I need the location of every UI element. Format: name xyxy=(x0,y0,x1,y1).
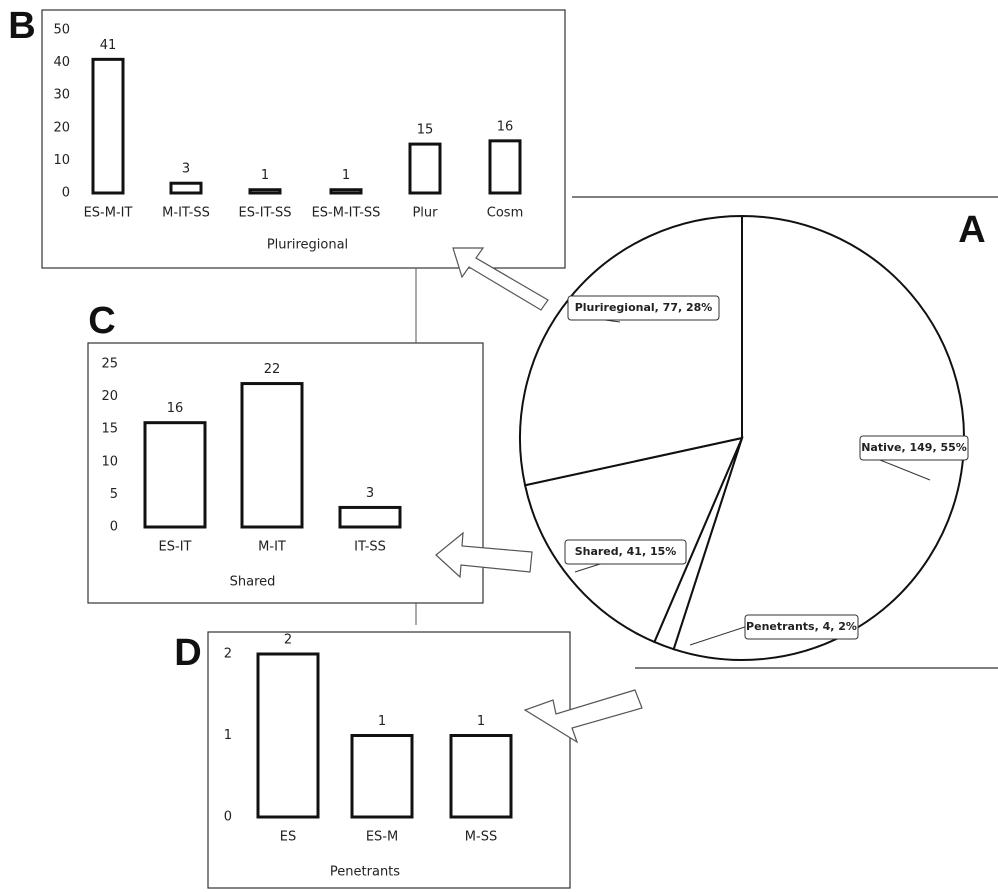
data-label: 1 xyxy=(261,168,269,183)
y-tick-label: 2 xyxy=(224,647,232,662)
bar xyxy=(91,57,125,195)
arrow xyxy=(435,531,533,579)
y-tick-label: 10 xyxy=(53,153,70,168)
x-tick-label: ES-IT-SS xyxy=(239,206,292,221)
x-axis-label: Shared xyxy=(230,575,276,590)
bar xyxy=(408,142,442,195)
x-axis-label: Penetrants xyxy=(330,865,400,880)
bar xyxy=(350,734,414,819)
x-tick-label: ES-M xyxy=(366,830,398,845)
panel-frame xyxy=(207,631,571,889)
data-label: 3 xyxy=(366,486,374,501)
bar xyxy=(256,652,320,819)
callout-box xyxy=(567,295,720,321)
y-tick-label: 40 xyxy=(53,55,70,70)
callout-pointer xyxy=(574,563,601,573)
bar xyxy=(338,505,402,529)
arrows xyxy=(435,247,643,744)
panel-frame xyxy=(41,9,566,269)
arrow xyxy=(523,689,643,744)
data-label: Penetrants, 4, 2% xyxy=(746,620,857,633)
y-tick-label: 30 xyxy=(53,88,70,103)
callout-box xyxy=(859,435,969,461)
data-label: 1 xyxy=(477,714,485,729)
data-label: Pluriregional, 77, 28% xyxy=(575,301,713,314)
y-tick-label: 0 xyxy=(224,810,232,825)
bar xyxy=(488,139,522,195)
arrow xyxy=(452,247,549,311)
data-label: Shared, 41, 15% xyxy=(575,545,677,558)
y-tick-label: 15 xyxy=(101,422,118,437)
data-label: 41 xyxy=(100,38,117,53)
data-label: 3 xyxy=(182,162,190,177)
panel-label: A xyxy=(958,209,985,251)
x-tick-label: IT-SS xyxy=(354,540,386,555)
callout-box xyxy=(744,614,859,640)
x-tick-label: Cosm xyxy=(487,206,523,221)
bar xyxy=(329,188,363,195)
pie-slice xyxy=(672,214,965,661)
panel-frame xyxy=(87,342,484,604)
data-label: 16 xyxy=(167,401,184,416)
bar xyxy=(449,734,513,819)
callout-box xyxy=(564,539,687,565)
pie-slice xyxy=(519,214,743,487)
bar xyxy=(240,382,304,529)
callout-pointer xyxy=(879,459,931,481)
panel-label: C xyxy=(88,300,115,342)
x-axis-label: Pluriregional xyxy=(267,238,348,253)
x-tick-label: M-IT xyxy=(258,540,286,555)
x-tick-label: ES-M-IT xyxy=(84,206,133,221)
data-label: 15 xyxy=(417,123,434,138)
x-tick-label: M-SS xyxy=(465,830,497,845)
data-label: 2 xyxy=(284,633,292,648)
y-tick-label: 10 xyxy=(101,454,118,469)
x-tick-label: ES xyxy=(280,830,296,845)
data-label: Native, 149, 55% xyxy=(861,441,967,454)
y-tick-label: 25 xyxy=(101,357,118,372)
y-tick-label: 50 xyxy=(53,23,70,38)
x-tick-label: M-IT-SS xyxy=(162,206,210,221)
y-tick-label: 20 xyxy=(101,389,118,404)
panel-label: B xyxy=(8,5,35,47)
x-tick-label: ES-IT xyxy=(159,540,192,555)
panel-label: D xyxy=(174,632,201,674)
bar xyxy=(248,188,282,195)
y-tick-label: 5 xyxy=(110,487,118,502)
x-tick-label: Plur xyxy=(412,206,438,221)
bar xyxy=(169,181,203,195)
y-tick-label: 0 xyxy=(110,520,118,535)
x-tick-label: ES-M-IT-SS xyxy=(312,206,381,221)
data-label: 1 xyxy=(378,714,386,729)
data-label: 16 xyxy=(497,119,514,134)
y-tick-label: 1 xyxy=(224,728,232,743)
y-tick-label: 0 xyxy=(62,186,70,201)
y-tick-label: 20 xyxy=(53,120,70,135)
data-label: 1 xyxy=(342,168,350,183)
data-label: 22 xyxy=(264,362,281,377)
bar xyxy=(143,421,207,529)
